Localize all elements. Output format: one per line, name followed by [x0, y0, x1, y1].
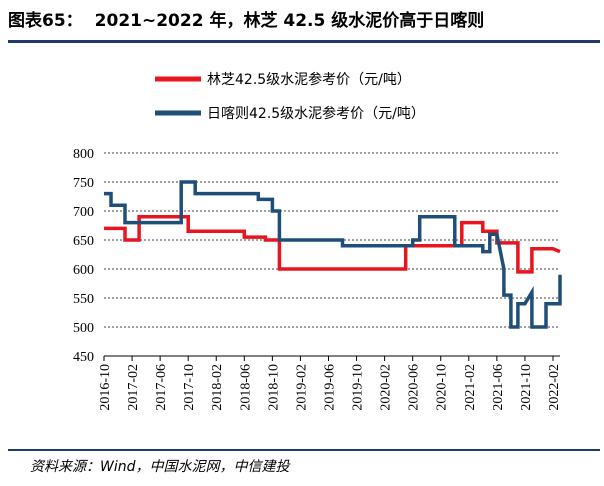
- source-rule: [8, 449, 600, 451]
- x-tick-label: 2018-10: [266, 364, 281, 411]
- x-tick-label: 2016-10: [98, 364, 113, 411]
- x-tick-label: 2017-10: [182, 364, 197, 411]
- y-tick-label: 600: [73, 263, 94, 278]
- x-tick-label: 2021-10: [519, 364, 534, 411]
- x-tick-label: 2018-02: [210, 364, 225, 411]
- x-tick-label: 2019-06: [322, 364, 337, 411]
- x-tick-label: 2020-06: [407, 364, 422, 411]
- y-tick-label: 550: [73, 292, 94, 307]
- source-note: 资料来源：Wind，中国水泥网，中信建投: [30, 459, 290, 475]
- x-tick-label: 2021-02: [463, 364, 478, 411]
- figure-title-text: 2021~2022 年，林芝 42.5 级水泥价高于日喀则: [94, 11, 485, 31]
- series-line-1: [104, 215, 561, 274]
- y-tick-label: 800: [73, 147, 94, 162]
- x-tick-label: 2019-02: [294, 364, 309, 411]
- legend-label-1: 林芝42.5级水泥参考价（元/吨）: [207, 71, 411, 88]
- y-tick-label: 750: [73, 176, 94, 191]
- x-axis: 2016-10 2017-02 2017-06 2017-10 2018-02 2018-…: [98, 355, 562, 411]
- y-axis: 450 500 550 600 650 700 750 800: [73, 147, 94, 365]
- y-tick-label: 650: [73, 234, 94, 249]
- x-tick-label: 2020-02: [379, 364, 394, 411]
- title-rule: [8, 40, 600, 43]
- legend: 林芝42.5级水泥参考价（元/吨） 日喀则42.5级水泥参考价（元/吨）: [155, 71, 425, 122]
- legend-label-2: 日喀则42.5级水泥参考价（元/吨）: [207, 105, 425, 122]
- y-tick-label: 450: [73, 350, 94, 365]
- chart-title: 图表65： 2021~2022 年，林芝 42.5 级水泥价高于日喀则: [8, 4, 600, 38]
- series-lines: [104, 180, 562, 329]
- x-tick-label: 2022-02: [547, 364, 562, 411]
- x-tick-label: 2017-06: [154, 364, 169, 411]
- x-tick-label: 2017-02: [126, 364, 141, 411]
- grid-lines: [104, 152, 560, 357]
- x-tick-label: 2021-06: [491, 364, 506, 411]
- figure-label: 图表65：: [8, 11, 83, 31]
- x-tick-label: 2019-10: [351, 364, 366, 411]
- y-tick-label: 500: [73, 321, 94, 336]
- x-tick-label: 2020-10: [435, 364, 450, 411]
- x-tick-label: 2018-06: [238, 364, 253, 411]
- y-tick-label: 700: [73, 205, 94, 220]
- series-line-2: [104, 180, 562, 329]
